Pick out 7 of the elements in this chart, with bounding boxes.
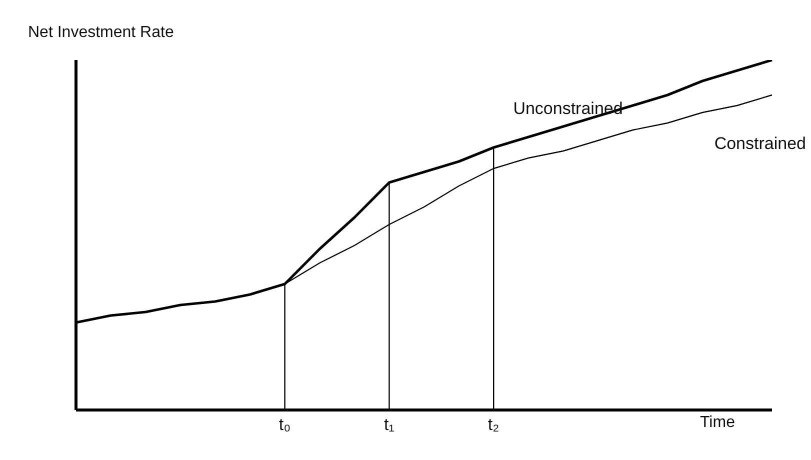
x-tick-label: t₂ bbox=[488, 415, 500, 434]
x-axis-title: Time bbox=[700, 414, 735, 432]
y-axis-title: Net Investment Rate bbox=[28, 24, 174, 42]
series-label: Unconstrained bbox=[513, 99, 623, 118]
series-label: Constrained bbox=[714, 134, 806, 153]
x-tick-label: t₁ bbox=[384, 415, 395, 434]
x-tick-label: t₀ bbox=[278, 415, 291, 434]
